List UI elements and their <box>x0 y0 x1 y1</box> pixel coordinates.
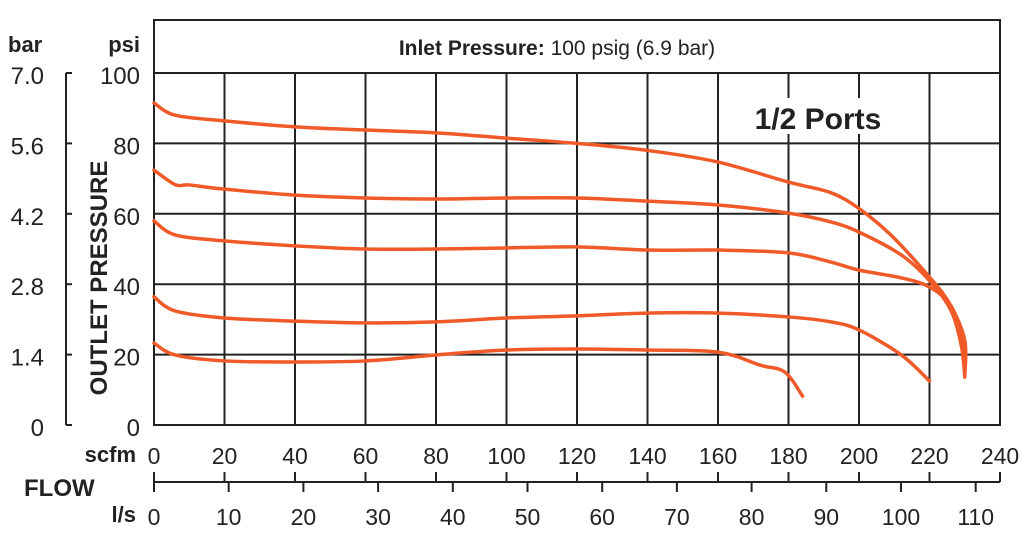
scfm-tick-label: 20 <box>212 443 238 469</box>
ls-tick-label: 60 <box>589 504 615 530</box>
ls-tick-label: 10 <box>216 504 242 530</box>
curves <box>152 101 968 398</box>
pressure-curve-5 <box>152 341 805 398</box>
bar-tick-label: 1.4 <box>11 345 44 372</box>
ls-tick-label: 90 <box>813 504 839 530</box>
ls-tick-label: 100 <box>882 504 920 530</box>
ls-tick-label: 40 <box>440 504 466 530</box>
scfm-tick-label: 160 <box>699 443 737 469</box>
ls-tick-label: 20 <box>291 504 317 530</box>
scfm-tick-label: 100 <box>487 443 525 469</box>
pressure-curve-1 <box>152 101 968 379</box>
ls-unit-label: l/s <box>112 502 136 527</box>
scfm-unit-label: scfm <box>85 442 136 467</box>
scfm-tick-label: 40 <box>282 443 308 469</box>
annotation-background <box>748 98 888 134</box>
scfm-tick-label: 60 <box>353 443 379 469</box>
scfm-tick-label: 80 <box>423 443 449 469</box>
x-axis-title: FLOW <box>24 475 95 502</box>
chart-title: Inlet Pressure: 100 psig (6.9 bar) <box>399 37 715 60</box>
psi-unit-label: psi <box>108 32 140 57</box>
scfm-tick-label: 120 <box>558 443 596 469</box>
y-axis-title: OUTLET PRESSURE <box>86 161 113 396</box>
psi-tick-label: 20 <box>113 345 140 372</box>
x-ticks: 0 20 40 60 80 100 120 140 160 180 200 220 240 0 10 20 30… <box>148 443 1020 530</box>
y-ticks: 0 0 20 1.4 40 2.8 60 4.2 80 5.6 100 7.0 <box>11 63 140 442</box>
ls-tick-label: 110 <box>957 504 994 530</box>
scfm-tick-label: 240 <box>981 443 1019 469</box>
title-rest: 100 psig (6.9 bar) <box>551 37 716 60</box>
scfm-tick-label: 140 <box>628 443 666 469</box>
pressure-curve-4 <box>152 295 932 383</box>
ls-tick-label: 0 <box>148 504 161 530</box>
scfm-tick-label: 200 <box>840 443 878 469</box>
bar-tick-label: 4.2 <box>11 204 44 231</box>
psi-tick-label: 40 <box>113 274 140 301</box>
pressure-curve-2 <box>152 168 967 378</box>
ls-tick-label: 30 <box>365 504 391 530</box>
ports-annotation: 1/2 Ports <box>755 103 882 136</box>
pressure-curve-3 <box>152 219 967 372</box>
ls-tick-label: 50 <box>515 504 541 530</box>
ls-tick-label: 70 <box>664 504 690 530</box>
bar-tick-label: 2.8 <box>11 274 44 301</box>
psi-tick-label: 80 <box>113 133 140 160</box>
bar-unit-label: bar <box>8 32 43 57</box>
bar-tick-label: 7.0 <box>11 63 44 90</box>
bar-tick-label: 0 <box>31 415 44 442</box>
scfm-tick-label: 0 <box>148 443 161 469</box>
scfm-tick-label: 220 <box>910 443 948 469</box>
title-bold: Inlet Pressure: <box>399 37 545 60</box>
psi-tick-label: 0 <box>127 415 140 442</box>
psi-tick-label: 100 <box>100 63 140 90</box>
ls-tick-label: 80 <box>739 504 765 530</box>
scfm-tick-label: 180 <box>769 443 807 469</box>
bar-tick-label: 5.6 <box>11 133 44 160</box>
psi-tick-label: 60 <box>113 204 140 231</box>
